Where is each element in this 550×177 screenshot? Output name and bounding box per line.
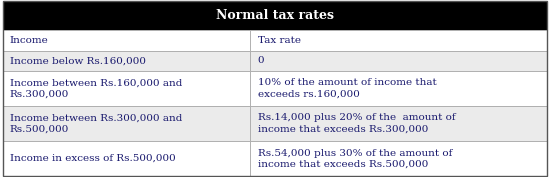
Bar [250,30,547,51]
Bar [250,106,547,141]
Text: Rs.54,000 plus 30% of the amount of
income that exceeds Rs.500,000: Rs.54,000 plus 30% of the amount of inco… [257,149,452,169]
Text: Rs.14,000 plus 20% of the  amount of
income that exceeds Rs.300,000: Rs.14,000 plus 20% of the amount of inco… [257,113,455,134]
Bar [3,141,250,176]
Bar [3,30,250,51]
Text: Tax rate: Tax rate [257,36,301,45]
Bar [250,51,547,71]
Text: Income in excess of Rs.500,000: Income in excess of Rs.500,000 [10,154,175,163]
Text: Income between Rs.300,000 and
Rs.500,000: Income between Rs.300,000 and Rs.500,000 [10,113,182,134]
Text: Income below Rs.160,000: Income below Rs.160,000 [10,56,146,65]
Bar [250,141,547,176]
Text: 0: 0 [257,56,264,65]
Bar [3,51,250,71]
Text: 10% of the amount of income that
exceeds rs.160,000: 10% of the amount of income that exceeds… [257,78,436,99]
Bar [250,71,547,106]
Text: Income: Income [10,36,48,45]
Bar [3,71,250,106]
Bar [3,1,547,30]
Bar [3,106,250,141]
Text: Income between Rs.160,000 and
Rs.300,000: Income between Rs.160,000 and Rs.300,000 [10,78,182,99]
Text: Normal tax rates: Normal tax rates [216,9,334,22]
